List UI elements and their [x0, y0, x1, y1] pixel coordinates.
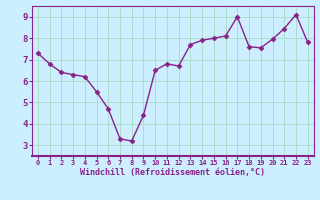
X-axis label: Windchill (Refroidissement éolien,°C): Windchill (Refroidissement éolien,°C) — [80, 168, 265, 177]
